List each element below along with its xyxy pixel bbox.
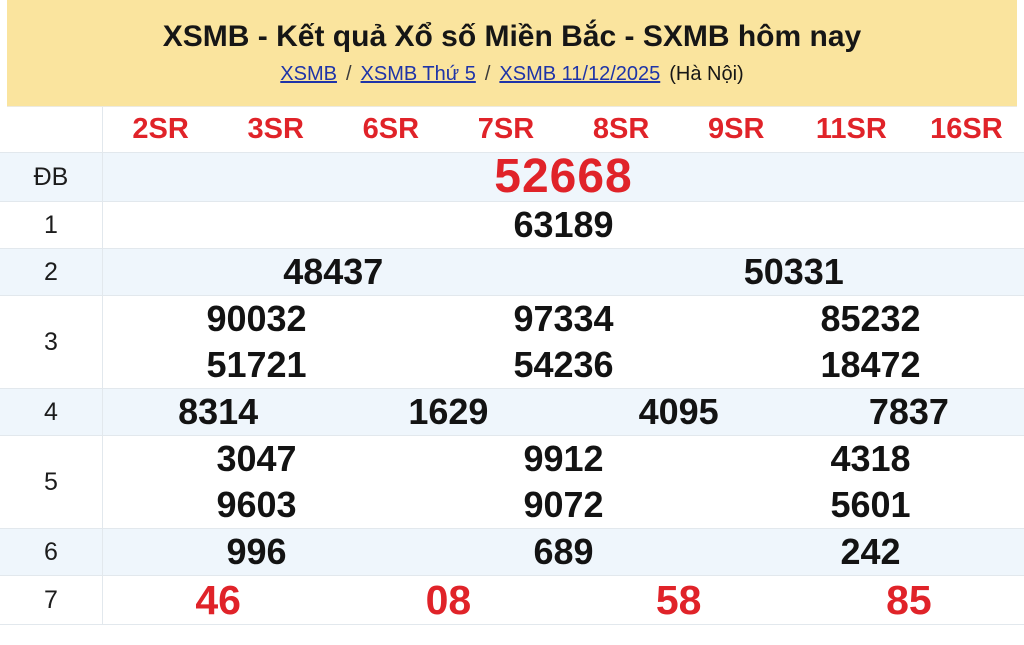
- prize-line: 46 08 58 85: [103, 576, 1024, 624]
- prize-value: 4318: [830, 438, 911, 479]
- prize-value: 85232: [820, 298, 921, 339]
- prize-line: 48437 50331: [103, 249, 1024, 295]
- prize-value: 18472: [820, 344, 921, 385]
- row-label: ĐB: [0, 153, 103, 201]
- prize-value: 689: [533, 531, 594, 572]
- breadcrumb-link-weekday[interactable]: XSMB Thứ 5: [360, 63, 476, 85]
- prize-row: 1 63189: [0, 201, 1024, 248]
- column-header: 7SR: [477, 113, 535, 145]
- column-headers: 2SR 3SR 6SR 7SR 8SR 9SR 11SR 16SR: [103, 107, 1024, 152]
- row-label: 2: [0, 249, 103, 295]
- breadcrumb-link-date[interactable]: XSMB 11/12/2025: [499, 63, 661, 85]
- row-label: 5: [0, 436, 103, 528]
- header-label-spacer: [0, 107, 103, 152]
- prize-value: 85: [886, 576, 932, 623]
- prize-value: 1629: [408, 391, 489, 432]
- prize-line: 8314 1629 4095 7837: [103, 389, 1024, 435]
- row-label: 3: [0, 296, 103, 388]
- prize-values: 8314 1629 4095 7837: [103, 389, 1024, 435]
- prize-value: 9912: [523, 438, 604, 479]
- prize-values: 46 08 58 85: [103, 576, 1024, 624]
- prize-line: 52668: [103, 153, 1024, 201]
- prize-value: 97334: [513, 298, 614, 339]
- row-label: 7: [0, 576, 103, 624]
- prize-value: 7837: [868, 391, 949, 432]
- prize-row: ĐB 52668: [0, 152, 1024, 201]
- prize-line: 51721 54236 18472: [103, 342, 1024, 388]
- prize-value: 9603: [216, 484, 297, 525]
- prize-value: 5601: [830, 484, 911, 525]
- prize-value: 996: [226, 531, 287, 572]
- breadcrumb-separator: /: [484, 63, 491, 85]
- column-header: 2SR: [132, 113, 189, 145]
- prize-values: 63189: [103, 202, 1024, 248]
- breadcrumb-link-xsmb[interactable]: XSMB: [280, 63, 337, 85]
- prize-values: 48437 50331: [103, 249, 1024, 295]
- prize-line: 90032 97334 85232: [103, 296, 1024, 342]
- prize-line: 9603 9072 5601: [103, 482, 1024, 528]
- prize-row: 5 3047 9912 4318 9603 9072 5601: [0, 435, 1024, 528]
- column-header: 3SR: [247, 113, 304, 145]
- prize-row: 3 90032 97334 85232 51721 54236 18472: [0, 295, 1024, 388]
- prize-values: 3047 9912 4318 9603 9072 5601: [103, 436, 1024, 528]
- prize-value: 63189: [513, 204, 614, 245]
- prize-value: 54236: [513, 344, 614, 385]
- prize-value: 50331: [743, 251, 844, 292]
- page-title: XSMB - Kết quả Xổ số Miền Bắc - SXMB hôm…: [162, 20, 862, 53]
- prize-value: 9072: [523, 484, 604, 525]
- column-header: 8SR: [592, 113, 650, 145]
- prize-value: 4095: [638, 391, 719, 432]
- prize-value: 08: [425, 576, 472, 623]
- prize-value: 52668: [494, 150, 633, 203]
- column-header: 9SR: [707, 113, 765, 145]
- prize-value: 242: [840, 531, 901, 572]
- prize-line: 996 689 242: [103, 529, 1024, 575]
- prize-value: 48437: [283, 251, 384, 292]
- table-header-row: 2SR 3SR 6SR 7SR 8SR 9SR 11SR 16SR: [0, 107, 1024, 152]
- prize-row: 2 48437 50331: [0, 248, 1024, 295]
- breadcrumb-separator: /: [345, 63, 352, 85]
- prize-line: 63189: [103, 202, 1024, 248]
- prize-value: 58: [655, 576, 702, 623]
- row-label: 4: [0, 389, 103, 435]
- row-label: 6: [0, 529, 103, 575]
- row-label: 1: [0, 202, 103, 248]
- prize-values: 52668: [103, 153, 1024, 201]
- prize-value: 90032: [206, 298, 307, 339]
- prize-row: 7 46 08 58 85: [0, 575, 1024, 624]
- table-body: ĐB 52668 1 63189 2 48437 50331 3 90032 97334 85232…: [0, 152, 1024, 624]
- prize-row: 6 996 689 242: [0, 528, 1024, 575]
- prize-value: 51721: [206, 344, 307, 385]
- column-header: 16SR: [930, 113, 1003, 145]
- page-header: XSMB - Kết quả Xổ số Miền Bắc - SXMB hôm…: [7, 0, 1017, 107]
- prize-values: 90032 97334 85232 51721 54236 18472: [103, 296, 1024, 388]
- breadcrumb-region-label: (Hà Nội): [669, 63, 744, 85]
- lottery-results-table: 2SR 3SR 6SR 7SR 8SR 9SR 11SR 16SR ĐB 52668 1 63189…: [0, 107, 1024, 625]
- prize-values: 996 689 242: [103, 529, 1024, 575]
- prize-row: 4 8314 1629 4095 7837: [0, 388, 1024, 435]
- prize-value: 3047: [216, 438, 297, 479]
- prize-line: 3047 9912 4318: [103, 436, 1024, 482]
- column-header: 11SR: [815, 113, 887, 145]
- column-header: 6SR: [362, 113, 420, 145]
- prize-value: 8314: [178, 391, 259, 432]
- breadcrumb: XSMB / XSMB Thứ 5 / XSMB 11/12/2025 (Hà …: [280, 63, 743, 86]
- prize-value: 46: [195, 576, 241, 623]
